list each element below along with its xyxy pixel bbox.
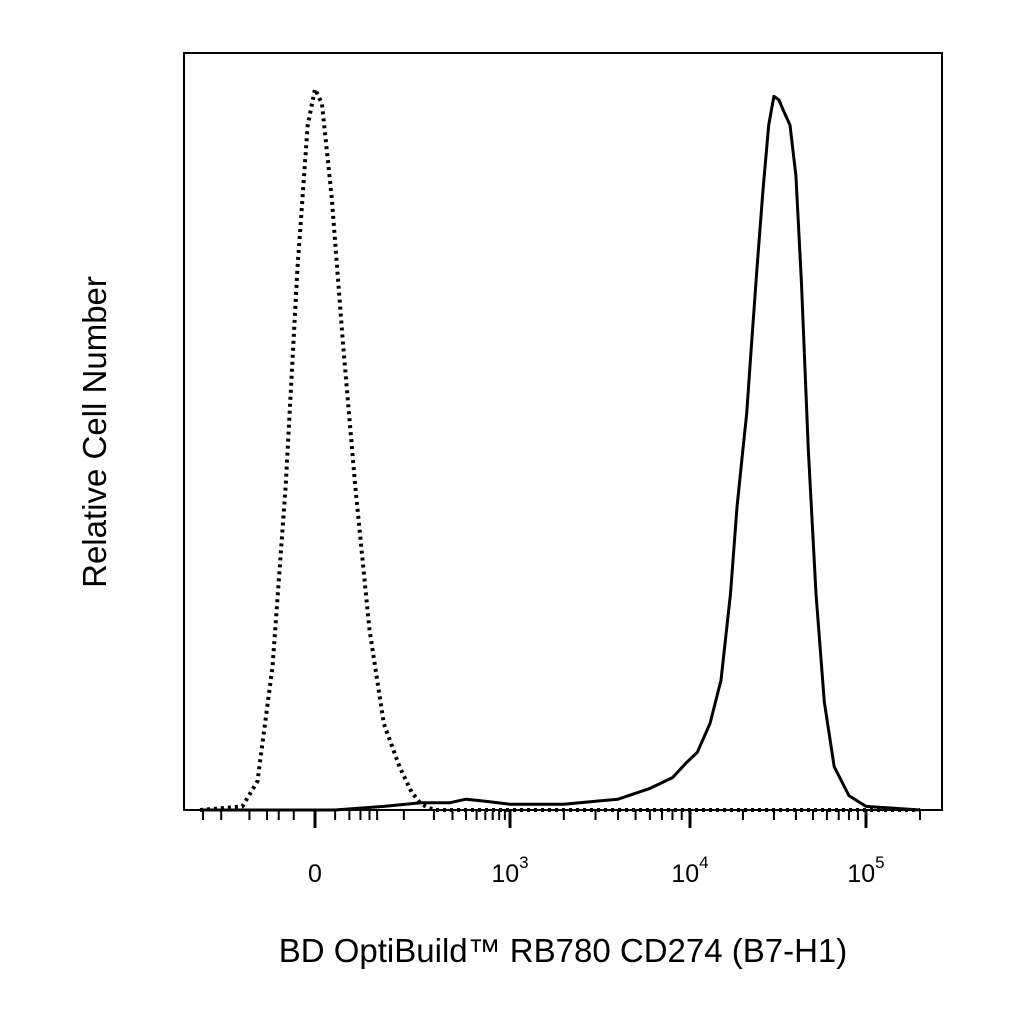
y-axis-label: Relative Cell Number: [76, 276, 113, 588]
plot-frame: [183, 52, 943, 811]
minor-ticks: [201, 810, 921, 820]
x-tick-label: 103: [491, 853, 528, 888]
x-tick-label: 105: [847, 853, 884, 888]
x-tick-label: 0: [308, 860, 322, 888]
x-tick-label: 104: [671, 853, 708, 888]
x-tick-labels: 0 103 104 105: [308, 853, 885, 888]
series-layer: [199, 87, 921, 812]
isotype-control-curve: [199, 87, 920, 812]
major-ticks: [313, 810, 868, 828]
x-axis-label: BD OptiBuild™ RB780 CD274 (B7-H1): [279, 932, 848, 969]
stained-sample-curve: [200, 94, 921, 812]
